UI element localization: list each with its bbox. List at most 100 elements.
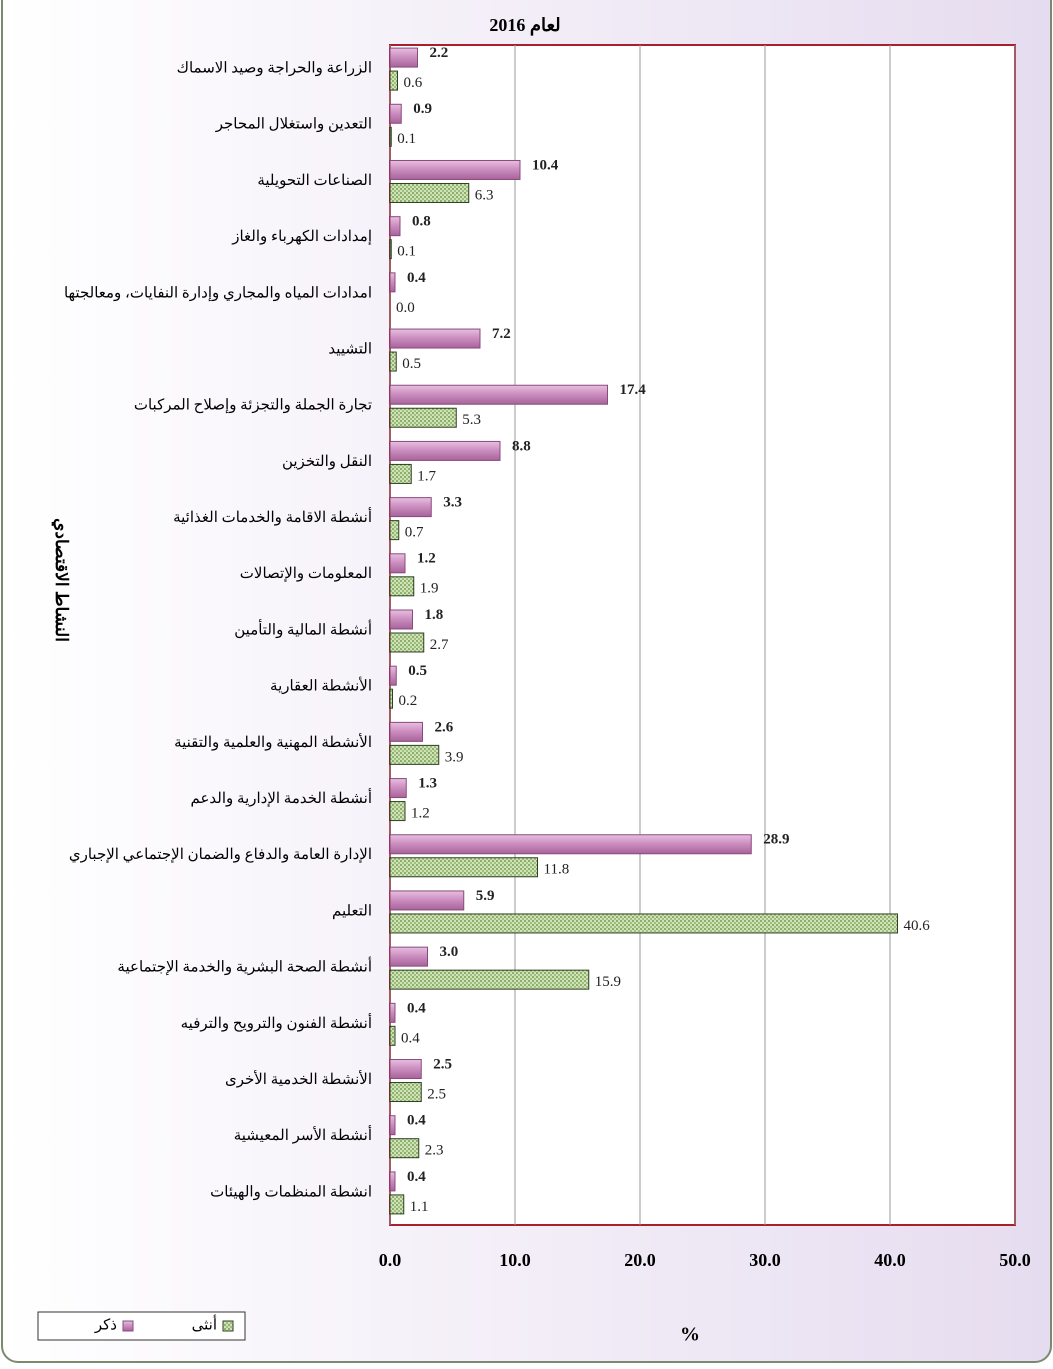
category-label: أنشطة الصحة البشرية والخدمة الإجتماعية [117, 957, 372, 976]
value-label: 7.2 [492, 326, 511, 342]
bar [389, 834, 752, 855]
bar [389, 103, 402, 124]
category-label: الإدارة العامة والدفاع والضمان الإجتماعي… [69, 847, 372, 863]
category-label: التشييد [328, 341, 372, 357]
value-label: 6.3 [475, 187, 494, 203]
value-label: 0.4 [407, 1169, 426, 1185]
bar [389, 665, 397, 686]
category-label: التعدين واستغلال المحاجر [215, 117, 372, 133]
legend-swatch [222, 1320, 234, 1332]
legend-swatch [122, 1320, 134, 1332]
value-label: 0.1 [397, 131, 416, 147]
category-label: الأنشطة الخدمية الأخرى [225, 1070, 372, 1088]
value-label: 0.7 [405, 525, 424, 541]
x-axis-label: % [680, 1324, 700, 1346]
value-label: 1.2 [417, 551, 436, 567]
value-label: 1.2 [411, 806, 430, 822]
value-label: 0.4 [401, 1030, 420, 1046]
bar [389, 1002, 396, 1023]
bar [389, 272, 396, 293]
value-label: 5.3 [462, 412, 481, 428]
legend-box [37, 1311, 246, 1341]
bar [389, 688, 393, 709]
bar [389, 440, 501, 461]
bar [389, 1059, 422, 1080]
category-label: المعلومات والإتصالات [240, 566, 372, 582]
category-label: انشطة المنظمات والهيئات [210, 1184, 372, 1200]
value-label: 2.6 [435, 719, 454, 735]
bar [389, 126, 392, 147]
value-label: 40.6 [904, 918, 931, 934]
category-label: أنشطة الخدمة الإدارية والدعم [190, 788, 372, 807]
value-label: 10.4 [532, 157, 559, 173]
plot-area [389, 44, 1016, 1226]
category-label: إمدادات الكهرباء والغاز [231, 229, 372, 245]
value-label: 5.9 [476, 888, 495, 904]
category-label: أنشطة المالية والتأمين [234, 619, 372, 638]
bar [389, 801, 406, 822]
value-label: 3.3 [443, 495, 462, 511]
bar [389, 1194, 405, 1215]
bar [389, 47, 418, 68]
bar [389, 497, 432, 518]
value-label: 0.2 [399, 693, 418, 709]
value-label: 2.3 [425, 1143, 444, 1159]
category-label: أنشطة الفنون والترويح والترفيه [181, 1013, 372, 1032]
value-label: 0.4 [407, 1000, 426, 1016]
legend-label: أنثى [192, 1314, 217, 1333]
value-label: 0.4 [407, 270, 426, 286]
value-label: 2.5 [427, 1086, 446, 1102]
value-label: 15.9 [595, 974, 621, 990]
bar [389, 1025, 396, 1046]
chart-title: لعام 2016 [489, 15, 560, 36]
x-tick-label: 40.0 [874, 1250, 906, 1270]
bar [389, 857, 538, 878]
x-tick-label: 20.0 [624, 1250, 656, 1270]
bar [389, 890, 465, 911]
category-label: الصناعات التحويلية [257, 173, 372, 189]
bar [389, 463, 412, 484]
bar [389, 216, 401, 237]
category-label: تجارة الجملة والتجزئة وإصلاح المركبات [134, 398, 372, 414]
value-label: 0.8 [412, 214, 431, 230]
value-label: 28.9 [763, 832, 789, 848]
value-label: 17.4 [620, 382, 647, 398]
category-label: النقل والتخزين [282, 454, 372, 470]
value-label: 1.1 [410, 1199, 429, 1215]
value-label: 1.9 [420, 581, 439, 597]
value-label: 0.9 [413, 101, 432, 117]
bar [389, 407, 457, 428]
value-label: 2.7 [430, 637, 449, 653]
x-tick-label: 50.0 [999, 1250, 1031, 1270]
value-label: 2.2 [430, 45, 449, 61]
x-tick-label: 0.0 [379, 1250, 402, 1270]
bar [389, 520, 400, 541]
bar [389, 159, 521, 180]
x-tick-label: 30.0 [749, 1250, 781, 1270]
bar [389, 1138, 420, 1159]
value-label: 3.9 [445, 749, 464, 765]
bar [389, 182, 470, 203]
value-label: 1.7 [417, 468, 436, 484]
value-label: 0.5 [408, 663, 427, 679]
y-axis-label: النشاط الاقتصادي [51, 518, 71, 642]
value-label: 2.5 [433, 1056, 452, 1072]
bar [389, 721, 423, 742]
x-tick-label: 10.0 [499, 1250, 531, 1270]
bar [389, 778, 407, 799]
bar [389, 969, 590, 990]
bar [389, 1171, 396, 1192]
value-label: 11.8 [544, 862, 570, 878]
bar [389, 744, 440, 765]
category-label: أنشطة الاقامة والخدمات الغذائية [173, 507, 372, 526]
value-label: 0.0 [396, 300, 415, 316]
bar [389, 609, 413, 630]
bar [389, 553, 406, 574]
value-label: 0.1 [397, 244, 416, 260]
bar [389, 632, 425, 653]
bar [389, 239, 392, 260]
value-label: 1.8 [425, 607, 444, 623]
value-label: 1.3 [418, 776, 437, 792]
bar [389, 351, 397, 372]
